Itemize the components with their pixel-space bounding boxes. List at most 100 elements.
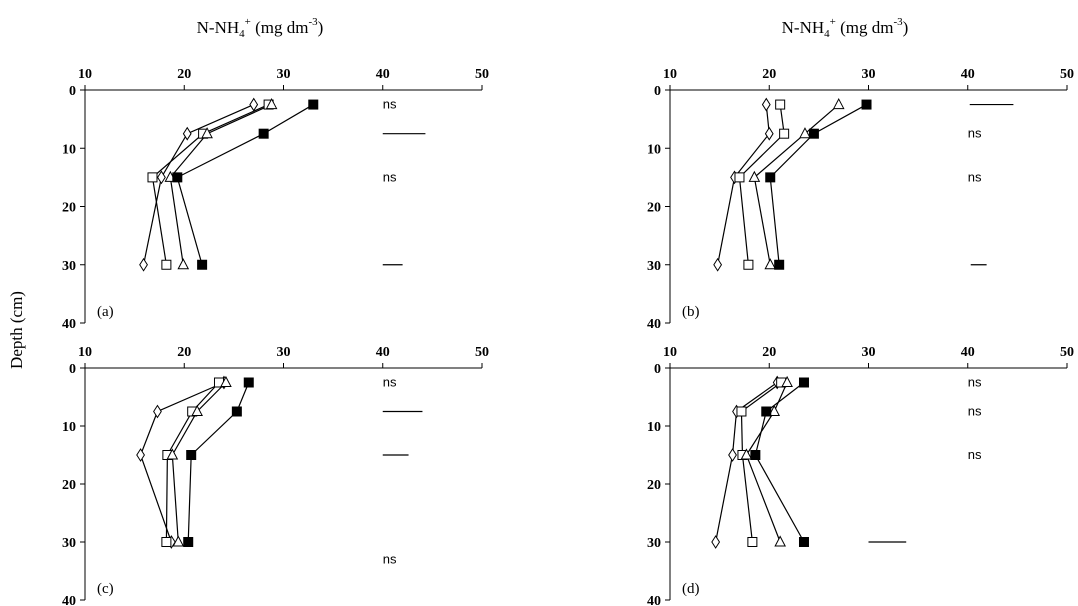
x-tick-label: 20 <box>177 67 191 82</box>
y-tick-label: 40 <box>62 317 76 332</box>
panel-label: (b) <box>682 304 700 320</box>
diamond-marker <box>157 170 166 185</box>
triangle-marker <box>768 404 781 416</box>
x-axis-title-left: N-NH4+ (mg dm-3) <box>197 16 324 40</box>
x-tick-label: 50 <box>1060 345 1074 360</box>
triangle-marker <box>799 127 811 139</box>
open-square-marker <box>161 537 172 547</box>
x-tick-label: 10 <box>663 67 677 82</box>
x-tick-label: 30 <box>862 67 876 82</box>
filled-square-marker <box>798 537 809 547</box>
y-tick-label: 20 <box>647 478 661 493</box>
x-tick-label: 20 <box>762 345 776 360</box>
significance-label: ns <box>383 551 397 566</box>
x-title-unit-sup: -3 <box>893 16 903 28</box>
x-tick-label: 50 <box>475 345 489 360</box>
filled-square-marker <box>186 450 197 460</box>
x-tick-label: 50 <box>475 67 489 82</box>
diamond-marker <box>136 448 145 462</box>
y-tick-label: 0 <box>654 362 661 377</box>
x-title-close: ) <box>318 18 324 37</box>
triangle-marker <box>774 535 786 547</box>
series-line-square <box>754 382 805 543</box>
y-tick-label: 30 <box>647 259 661 274</box>
triangle-marker <box>764 258 777 270</box>
series-line-triangle <box>753 104 840 265</box>
significance-label: ns <box>968 169 982 184</box>
diamond-marker <box>139 257 148 272</box>
x-tick-label: 40 <box>376 67 390 82</box>
series-line-square <box>740 382 782 543</box>
series-line-square <box>769 104 867 265</box>
y-tick-label: 0 <box>654 84 661 99</box>
filled-square-marker <box>258 128 269 139</box>
series-line-diamond <box>142 104 254 265</box>
open-square-marker <box>743 259 754 270</box>
x-tick-label: 30 <box>277 67 291 82</box>
significance-label: ns <box>968 375 982 390</box>
y-tick-label: 40 <box>647 317 661 332</box>
x-tick-label: 10 <box>78 67 92 82</box>
open-square-marker <box>147 172 158 183</box>
x-tick-label: 20 <box>762 67 776 82</box>
series-line-square <box>165 382 220 543</box>
significance-label: ns <box>968 404 982 419</box>
series-line-square <box>151 104 269 265</box>
x-tick-label: 50 <box>1060 67 1074 82</box>
y-tick-label: 0 <box>69 362 76 377</box>
y-tick-label: 10 <box>647 420 661 435</box>
filled-square-marker <box>861 99 872 110</box>
open-square-marker <box>779 128 790 139</box>
triangle-marker <box>740 448 753 460</box>
filled-square-marker <box>308 99 319 110</box>
x-title-unit: (mg dm <box>836 18 894 37</box>
x-axis-title-right: N-NH4+ (mg dm-3) <box>782 16 909 40</box>
diamond-marker <box>713 257 723 272</box>
x-title-close: ) <box>903 18 909 37</box>
diamond-marker <box>764 126 774 141</box>
diamond-marker <box>728 448 737 462</box>
series-line-diamond <box>715 382 778 543</box>
series-line-triangle <box>169 104 272 265</box>
filled-square-marker <box>172 172 183 183</box>
y-tick-label: 20 <box>647 201 661 216</box>
filled-square-marker <box>183 537 194 547</box>
x-title-unit: (mg dm <box>251 18 309 37</box>
filled-square-marker <box>765 172 776 183</box>
significance-label: ns <box>383 97 397 112</box>
open-square-marker <box>775 99 786 110</box>
triangle-marker <box>177 258 190 270</box>
triangle-marker <box>220 375 232 387</box>
y-tick-label: 0 <box>69 84 76 99</box>
open-square-marker <box>161 259 172 270</box>
open-square-marker <box>736 406 747 417</box>
panel-label: (a) <box>97 304 114 320</box>
y-tick-label: 10 <box>62 420 76 435</box>
significance-label: ns <box>968 126 982 141</box>
filled-square-marker <box>231 406 242 417</box>
filled-square-marker <box>774 259 785 270</box>
x-tick-label: 40 <box>376 345 390 360</box>
x-tick-label: 30 <box>862 345 876 360</box>
x-tick-label: 30 <box>277 345 291 360</box>
y-tick-label: 30 <box>62 536 76 551</box>
series-line-triangle <box>745 382 788 543</box>
y-tick-label: 10 <box>62 142 76 157</box>
x-tick-label: 20 <box>177 345 191 360</box>
x-title-base: N-NH <box>197 18 240 37</box>
filled-square-marker <box>761 406 772 417</box>
x-title-unit-sup: -3 <box>308 16 318 28</box>
panel-label: (c) <box>97 581 114 597</box>
panel-label: (d) <box>682 581 700 597</box>
triangle-marker <box>191 404 203 416</box>
y-tick-label: 40 <box>647 594 661 606</box>
filled-square-marker <box>197 259 208 270</box>
y-tick-label: 10 <box>647 142 661 157</box>
significance-label: ns <box>968 447 982 462</box>
diamond-marker <box>153 404 162 419</box>
significance-label: ns <box>383 169 397 184</box>
filled-square-marker <box>808 128 819 139</box>
